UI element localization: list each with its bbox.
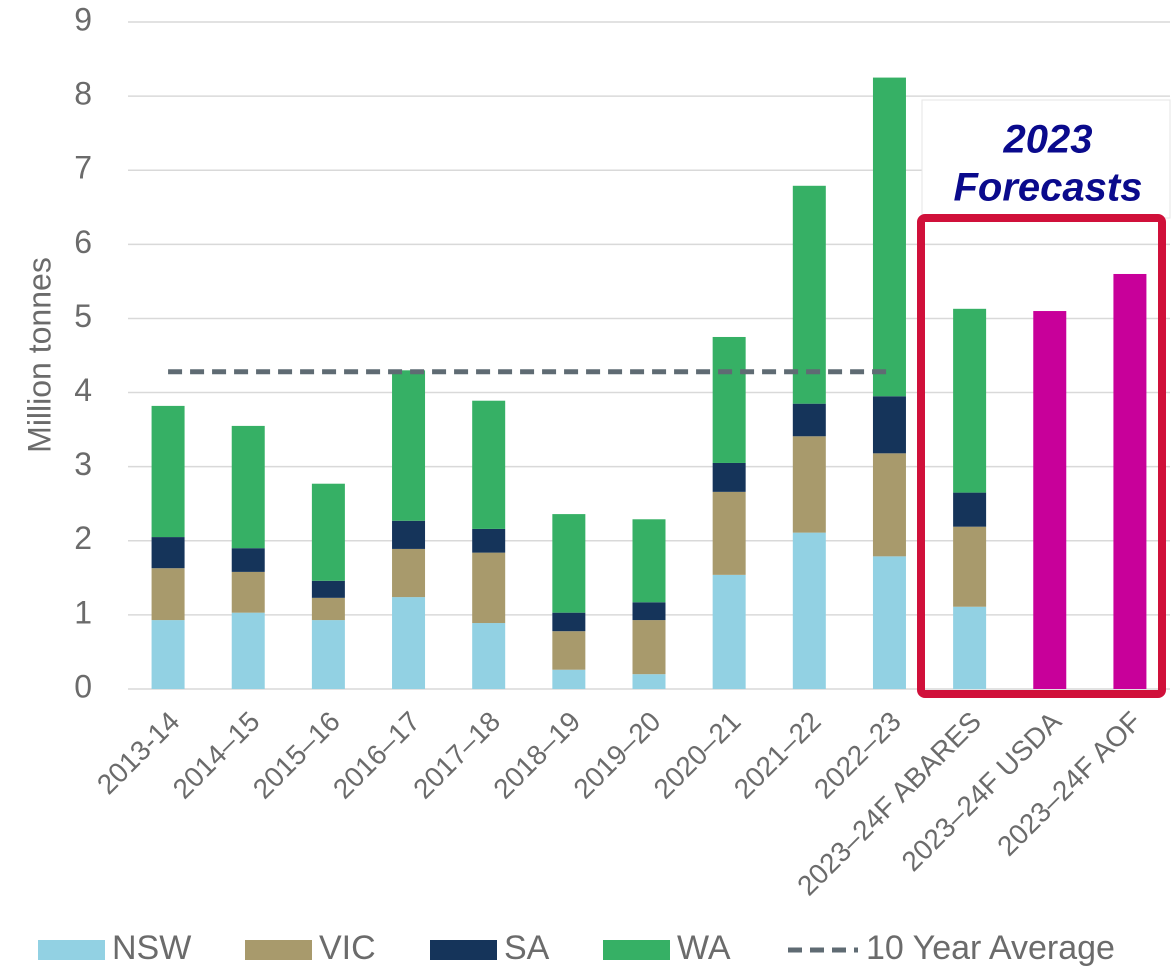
bar-segment	[953, 308, 987, 493]
bar-segment	[953, 606, 987, 689]
bar-segment	[872, 556, 906, 689]
bar-segment	[392, 370, 426, 521]
y-tick-label: 4	[74, 372, 92, 408]
bar-segment	[792, 436, 826, 533]
y-tick-label: 6	[74, 224, 92, 260]
legend-swatch	[430, 940, 497, 960]
bar-segment	[151, 537, 185, 569]
bar-segment	[311, 483, 345, 581]
legend-label: NSW	[112, 929, 191, 967]
bar-segment	[712, 462, 746, 492]
legend-label: SA	[504, 929, 550, 967]
bar-segment	[872, 453, 906, 557]
x-tick-label: 2016–17	[327, 706, 426, 805]
y-tick-label: 0	[74, 668, 92, 704]
legend-swatch	[38, 940, 105, 960]
bar-segment	[953, 526, 987, 607]
bar-segment	[872, 77, 906, 397]
y-tick-label: 9	[74, 1, 92, 37]
bar-segment	[311, 580, 345, 598]
y-tick-label: 2	[74, 520, 92, 556]
annotation-text: 2023	[1003, 118, 1093, 162]
x-tick-label: 2021–22	[728, 706, 827, 805]
bar-segment	[552, 669, 586, 689]
y-tick-label: 7	[74, 150, 92, 186]
bar-segment	[953, 492, 987, 527]
forecast-highlight	[917, 214, 1166, 698]
bar-segment	[231, 571, 265, 613]
bar-segment	[632, 519, 666, 603]
y-axis-label: Million tonnes	[21, 257, 57, 453]
bar-segment	[1113, 273, 1147, 689]
bar-segment	[632, 674, 666, 689]
bar-segment	[632, 620, 666, 675]
y-tick-label: 5	[74, 298, 92, 334]
bar-segment	[151, 405, 185, 538]
legend-label: VIC	[319, 929, 376, 967]
bar-segment	[552, 612, 586, 632]
x-tick-label: 2015–16	[247, 706, 346, 805]
annotation-box	[921, 99, 1171, 219]
legend-label: WA	[677, 929, 731, 967]
bar-segment	[151, 620, 185, 689]
bar-segment	[392, 597, 426, 689]
bar-segment	[392, 520, 426, 549]
x-tick-label: 2019–20	[567, 706, 666, 805]
bar-segment	[552, 631, 586, 670]
x-tick-label: 2018–19	[487, 706, 586, 805]
bar-segment	[872, 396, 906, 454]
x-tick-label: 2020–21	[648, 706, 747, 805]
annotation-text: Forecasts	[954, 166, 1143, 210]
legend-label: 10 Year Average	[866, 929, 1115, 967]
bar-segment	[472, 623, 506, 689]
bar-segment	[472, 528, 506, 553]
bar-segment	[311, 620, 345, 689]
y-tick-label: 3	[74, 446, 92, 482]
bar-segment	[472, 400, 506, 529]
y-tick-label: 8	[74, 76, 92, 112]
bar-segment	[712, 574, 746, 689]
bar-segment	[712, 491, 746, 575]
bar-segment	[311, 597, 345, 621]
bar-segment	[472, 552, 506, 624]
bar-segment	[231, 548, 265, 572]
bar-segment	[792, 403, 826, 437]
x-tick-label: 2023–24F AOF	[991, 706, 1147, 862]
bar-segment	[1033, 311, 1067, 689]
y-tick-label: 1	[74, 594, 92, 630]
legend-swatch	[245, 940, 312, 960]
legend-swatch	[603, 940, 670, 960]
x-tick-label: 2014–15	[167, 706, 266, 805]
bar-segment	[712, 336, 746, 463]
bar-segment	[792, 532, 826, 689]
bar-segment	[552, 514, 586, 613]
bar-segment	[151, 568, 185, 621]
bar-segment	[231, 425, 265, 549]
x-tick-label: 2017–18	[407, 706, 506, 805]
bar-segment	[231, 612, 265, 689]
bar-segment	[792, 185, 826, 404]
bar-segment	[392, 548, 426, 598]
bar-segment	[632, 602, 666, 621]
